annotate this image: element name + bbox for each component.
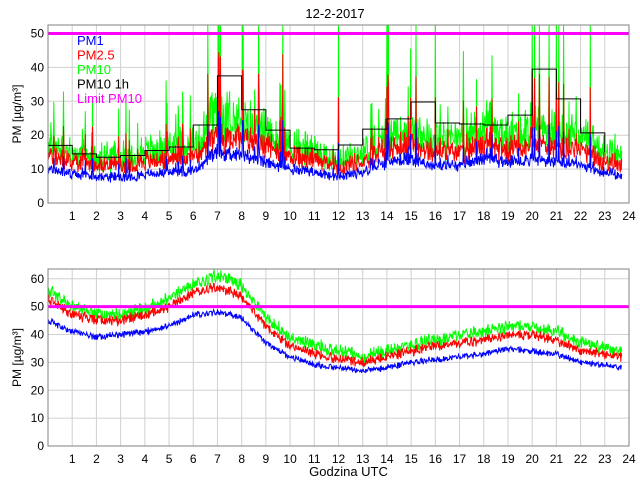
y-tick-label: 30 xyxy=(31,94,45,108)
x-tick-label: 15 xyxy=(404,452,418,466)
x-tick-label: 6 xyxy=(190,452,197,466)
y-axis-label: PM [µg/m³] xyxy=(10,328,24,387)
x-tick-label: 3 xyxy=(117,452,124,466)
x-tick-label: 5 xyxy=(166,452,173,466)
x-tick-label: 19 xyxy=(501,209,515,223)
x-tick-label: 12 xyxy=(332,452,346,466)
legend-entry: PM10 1h xyxy=(77,77,129,92)
y-tick-label: 30 xyxy=(31,355,45,369)
y-tick-label: 50 xyxy=(31,26,45,40)
x-tick-label: 1 xyxy=(69,209,76,223)
x-tick-label: 9 xyxy=(263,209,270,223)
x-tick-label: 7 xyxy=(214,452,221,466)
x-tick-label: 4 xyxy=(141,452,148,466)
x-tick-label: 20 xyxy=(525,452,539,466)
series-line-pm1 xyxy=(47,110,623,183)
x-tick-label: 16 xyxy=(429,452,443,466)
x-tick-label: 7 xyxy=(214,209,221,223)
y-axis-label: PM [µg/m³] xyxy=(10,85,24,144)
x-tick-label: 21 xyxy=(550,209,564,223)
x-tick-label: 8 xyxy=(238,452,245,466)
x-tick-label: 23 xyxy=(598,209,612,223)
x-tick-label: 22 xyxy=(574,209,588,223)
x-tick-label: 13 xyxy=(356,452,370,466)
x-tick-label: 5 xyxy=(166,209,173,223)
x-tick-label: 14 xyxy=(380,209,394,223)
x-tick-label: 17 xyxy=(453,452,467,466)
x-tick-label: 6 xyxy=(190,209,197,223)
x-tick-label: 11 xyxy=(308,452,321,466)
y-tick-label: 10 xyxy=(31,411,45,425)
series-line-pm10 xyxy=(47,269,623,364)
x-tick-label: 17 xyxy=(453,209,467,223)
x-tick-label: 10 xyxy=(283,209,297,223)
chart-title: 12-2-2017 xyxy=(305,6,364,21)
legend-entry: PM10 xyxy=(77,62,111,77)
x-tick-label: 24 xyxy=(622,209,636,223)
x-tick-label: 3 xyxy=(117,209,124,223)
x-tick-label: 12 xyxy=(332,209,346,223)
x-tick-label: 10 xyxy=(283,452,297,466)
x-tick-label: 14 xyxy=(380,452,394,466)
x-tick-label: 1 xyxy=(69,452,76,466)
x-tick-label: 13 xyxy=(356,209,370,223)
x-tick-label: 15 xyxy=(404,209,418,223)
y-tick-label: 60 xyxy=(31,272,45,286)
y-tick-label: 20 xyxy=(31,128,45,142)
y-tick-label: 40 xyxy=(31,60,45,74)
x-tick-label: 2 xyxy=(93,452,100,466)
x-tick-label: 19 xyxy=(501,452,515,466)
y-tick-label: 40 xyxy=(31,328,45,342)
x-tick-label: 21 xyxy=(550,452,564,466)
x-tick-label: 16 xyxy=(429,209,443,223)
y-tick-label: 50 xyxy=(31,300,45,314)
x-tick-label: 18 xyxy=(477,209,491,223)
series-line-pm25 xyxy=(47,52,623,175)
y-tick-label: 20 xyxy=(31,383,45,397)
x-tick-label: 9 xyxy=(263,452,270,466)
x-tick-label: 2 xyxy=(93,209,100,223)
plot-frame xyxy=(47,24,630,204)
legend-entry: Limit PM10 xyxy=(77,91,142,106)
series-line-pm1 xyxy=(47,308,623,374)
x-tick-label: 24 xyxy=(622,452,636,466)
series-line-pm25 xyxy=(47,282,623,368)
legend-entry: PM1 xyxy=(77,33,104,48)
x-tick-label: 11 xyxy=(308,209,321,223)
x-tick-label: 8 xyxy=(238,209,245,223)
y-tick-label: 10 xyxy=(31,162,45,176)
plot-frame xyxy=(47,268,630,447)
legend-entry: PM2.5 xyxy=(77,48,115,63)
x-tick-label: 18 xyxy=(477,452,491,466)
x-tick-label: 23 xyxy=(598,452,612,466)
x-tick-label: 22 xyxy=(574,452,588,466)
x-tick-label: 20 xyxy=(525,209,539,223)
x-tick-label: 4 xyxy=(141,209,148,223)
x-axis-label: Godzina UTC xyxy=(309,464,388,479)
y-tick-label: 0 xyxy=(37,196,44,210)
y-tick-label: 0 xyxy=(37,439,44,453)
series-line-pm10-1h xyxy=(48,68,606,158)
